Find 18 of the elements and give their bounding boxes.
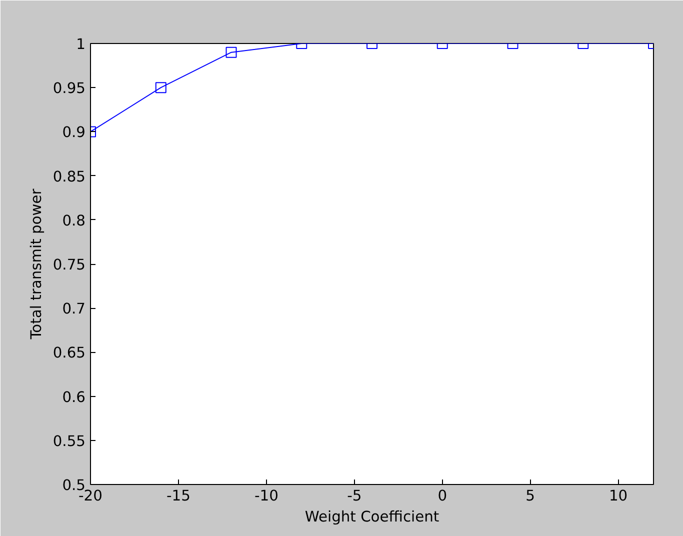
x-tick-label: -10 bbox=[254, 488, 278, 504]
x-tick-label: 5 bbox=[526, 488, 536, 504]
y-tick-label: 0.65 bbox=[52, 344, 86, 362]
y-tick-label: 0.6 bbox=[62, 388, 86, 406]
x-tick-label: 10 bbox=[608, 488, 628, 504]
y-tick-label: 0.95 bbox=[52, 80, 86, 98]
y-tick-label: 0.8 bbox=[62, 212, 86, 230]
x-axis-title: Weight Coefficient bbox=[304, 508, 440, 526]
y-tick-label: 1 bbox=[76, 36, 86, 53]
y-tick-label: 0.85 bbox=[52, 168, 86, 186]
y-tick-label: 0.7 bbox=[62, 300, 86, 318]
y-tick-label: 0.9 bbox=[62, 124, 86, 142]
y-axis-title: Total transmit power bbox=[28, 188, 45, 340]
y-tick-label: 0.55 bbox=[52, 432, 86, 450]
y-tick-label: 0.75 bbox=[52, 256, 86, 274]
x-tick-label: 0 bbox=[438, 488, 448, 504]
x-tick-label: -15 bbox=[166, 488, 190, 504]
x-tick-label: -5 bbox=[347, 488, 362, 504]
